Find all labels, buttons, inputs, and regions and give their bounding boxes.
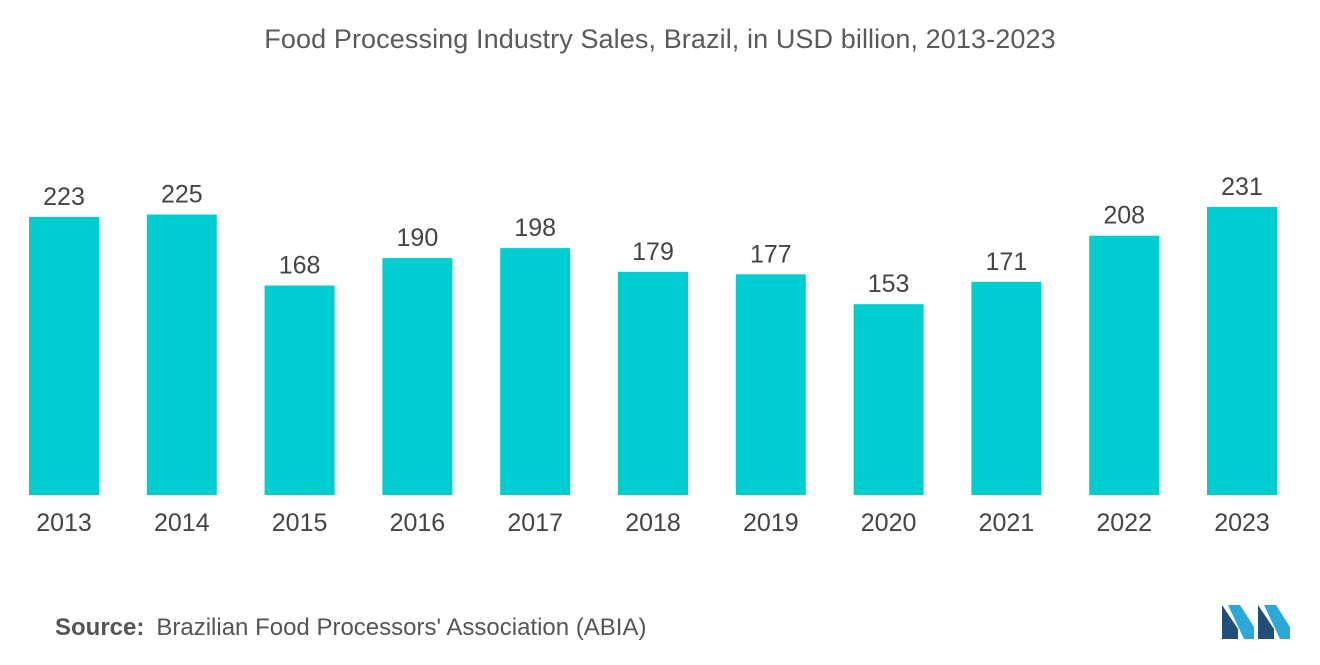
x-tick-label-2014: 2014	[154, 509, 210, 537]
x-tick-label-2017: 2017	[507, 509, 563, 537]
value-label-2013: 223	[43, 183, 85, 211]
value-label-2015: 168	[279, 252, 321, 280]
bar-2022	[1089, 235, 1160, 495]
value-label-2020: 153	[868, 270, 910, 298]
bar-chart: 223 2013 225 2014 168 2015 190 2016 198 2017 179 20…	[29, 173, 1277, 537]
bar-2015	[264, 285, 335, 495]
source-note: Source: Brazilian Food Processors' Associ…	[55, 614, 646, 642]
value-label-2014: 225	[161, 181, 203, 209]
value-label-2021: 171	[986, 248, 1028, 276]
source-label: Source:	[55, 614, 145, 641]
x-tick-label-2016: 2016	[390, 509, 446, 537]
x-tick-label-2015: 2015	[272, 509, 328, 537]
bar-2021	[971, 281, 1042, 495]
mordor-logo-icon	[1222, 605, 1290, 639]
bar-2018	[618, 271, 688, 495]
chart-title: Food Processing Industry Sales, Brazil, …	[264, 24, 1056, 54]
x-tick-label-2022: 2022	[1096, 509, 1152, 537]
value-label-2022: 208	[1103, 202, 1145, 230]
x-tick-label-2021: 2021	[979, 509, 1035, 537]
bar-2013	[29, 217, 99, 495]
x-tick-label-2023: 2023	[1214, 509, 1270, 537]
bar-2014	[146, 214, 217, 495]
bar-2020	[853, 304, 924, 495]
x-tick-label-2019: 2019	[743, 509, 799, 537]
value-label-2019: 177	[750, 240, 792, 268]
value-label-2016: 190	[397, 224, 439, 252]
x-tick-label-2018: 2018	[625, 509, 681, 537]
value-label-2023: 231	[1221, 173, 1263, 201]
bar-2023	[1207, 207, 1277, 495]
value-label-2018: 179	[632, 238, 674, 266]
value-label-2017: 198	[514, 214, 556, 242]
bar-2017	[500, 248, 571, 495]
bar-2019	[735, 274, 806, 495]
source-text: Brazilian Food Processors' Association (…	[156, 614, 647, 641]
bar-2016	[382, 258, 453, 495]
x-tick-label-2013: 2013	[36, 509, 92, 537]
x-tick-label-2020: 2020	[861, 509, 917, 537]
